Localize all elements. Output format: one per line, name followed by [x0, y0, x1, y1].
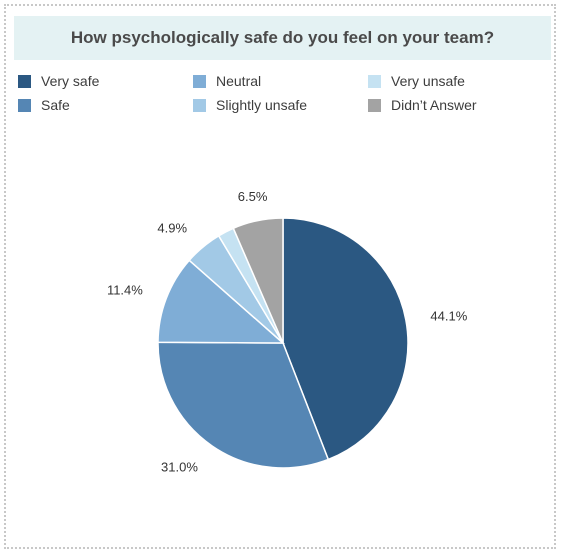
pie-slice-very-safe[interactable]: [282, 217, 409, 461]
legend-label: Neutral: [216, 73, 262, 89]
legend-item-didnt-answer[interactable]: Didn’t Answer: [368, 96, 477, 114]
legend-item-neutral[interactable]: Neutral: [193, 72, 261, 90]
legend-label: Very unsafe: [391, 73, 465, 89]
legend-swatch: [18, 98, 31, 112]
legend-swatch: [368, 98, 381, 112]
legend-item-safe[interactable]: Safe: [18, 96, 70, 114]
legend: Very safe Safe Neutral Slightly unsafe V…: [18, 72, 548, 116]
pie-slice-neutral[interactable]: [157, 259, 285, 344]
slice-value-label: 6.5%: [238, 189, 268, 204]
slice-value-label: 44.1%: [430, 308, 467, 323]
legend-swatch: [193, 98, 206, 112]
legend-label: Slightly unsafe: [216, 97, 308, 113]
slice-value-label: 11.4%: [107, 283, 143, 298]
title-bar: How psychologically safe do you feel on …: [14, 16, 551, 60]
pie-slice-safe[interactable]: [157, 341, 330, 469]
chart-title: How psychologically safe do you feel on …: [70, 28, 495, 47]
pie-slice-didn-t-answer[interactable]: [232, 217, 284, 344]
legend-swatch: [193, 74, 206, 88]
pie-chart: 44.1% 31.0% 11.4% 4.9% 6.5%: [107, 189, 468, 475]
legend-label: Very safe: [41, 73, 100, 89]
legend-swatch: [368, 74, 381, 88]
slice-value-label: 4.9%: [157, 221, 187, 236]
chart-frame: [4, 4, 556, 549]
legend-label: Didn’t Answer: [391, 97, 477, 113]
legend-swatch: [18, 74, 31, 88]
legend-item-very-unsafe[interactable]: Very unsafe: [368, 72, 465, 90]
slice-value-label: 31.0%: [161, 460, 198, 475]
legend-item-slightly-unsafe[interactable]: Slightly unsafe: [193, 96, 307, 114]
legend-label: Safe: [41, 97, 70, 113]
legend-item-very-safe[interactable]: Very safe: [18, 72, 99, 90]
